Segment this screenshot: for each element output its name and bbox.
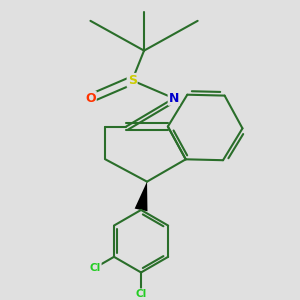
Text: Cl: Cl <box>135 289 147 299</box>
Polygon shape <box>135 182 148 211</box>
Text: O: O <box>85 92 96 105</box>
Text: Cl: Cl <box>89 263 101 273</box>
Text: S: S <box>128 74 136 87</box>
Text: N: N <box>169 92 179 105</box>
